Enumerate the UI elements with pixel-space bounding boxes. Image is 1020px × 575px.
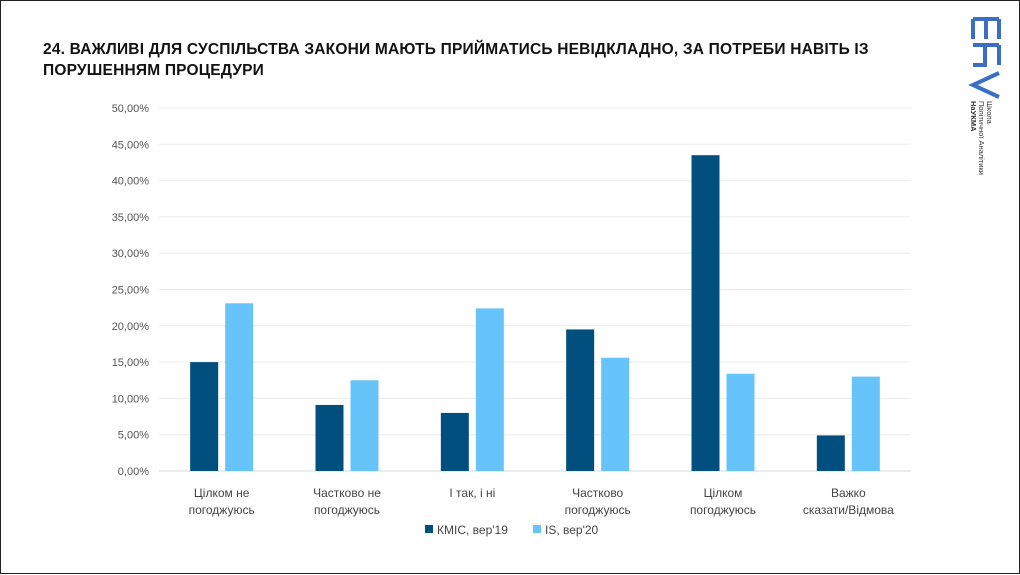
legend-label: КМІС, вер'19 [437, 523, 508, 537]
bar [851, 376, 880, 471]
bar [601, 357, 630, 471]
x-tick-label: Частково не [313, 486, 381, 500]
y-tick-label: 45,00% [112, 139, 150, 151]
svg-text:Школа: Школа [985, 101, 994, 125]
bar [566, 329, 595, 471]
x-tick-label: Частково [572, 486, 623, 500]
legend-swatch [533, 525, 541, 533]
x-tick-label: сказати/Відмова [803, 503, 894, 517]
x-tick-label: Цілком не [194, 486, 250, 500]
bar [691, 155, 720, 471]
x-tick-label: Цілком [704, 486, 743, 500]
x-tick-label: погоджуюсь [314, 503, 380, 517]
y-tick-label: 0,00% [118, 466, 149, 478]
bar [350, 380, 379, 471]
bar [315, 404, 344, 471]
legend-label: IS, вер'20 [545, 523, 599, 537]
svg-text:НаУКМА: НаУКМА [969, 101, 978, 132]
legend-swatch [425, 525, 433, 533]
svg-text:Політичної Аналітики: Політичної Аналітики [977, 101, 986, 175]
bar [440, 412, 469, 471]
y-tick-label: 40,00% [112, 176, 150, 188]
x-tick-label: Важко [831, 486, 866, 500]
y-tick-label: 30,00% [112, 248, 150, 260]
y-tick-label: 25,00% [112, 285, 150, 297]
y-tick-label: 10,00% [112, 393, 150, 405]
y-tick-label: 50,00% [112, 103, 150, 115]
chart-title: 24. ВАЖЛИВІ ДЛЯ СУСПІЛЬСТВА ЗАКОНИ МАЮТЬ… [43, 41, 869, 79]
y-tick-label: 35,00% [112, 212, 150, 224]
bar [816, 435, 845, 471]
x-tick-label: І так, і ні [449, 486, 495, 500]
bar [475, 308, 504, 471]
x-tick-label: погоджуюсь [690, 503, 756, 517]
bar [190, 362, 219, 471]
y-tick-label: 20,00% [112, 321, 150, 333]
logo: Школа Політичної Аналітики НаУКМА [968, 17, 1001, 175]
y-tick-label: 5,00% [118, 430, 149, 442]
bar [225, 303, 254, 471]
bar [726, 373, 755, 471]
x-tick-label: погоджуюсь [189, 503, 255, 517]
x-tick-label: погоджуюсь [565, 503, 631, 517]
y-tick-label: 15,00% [112, 357, 150, 369]
